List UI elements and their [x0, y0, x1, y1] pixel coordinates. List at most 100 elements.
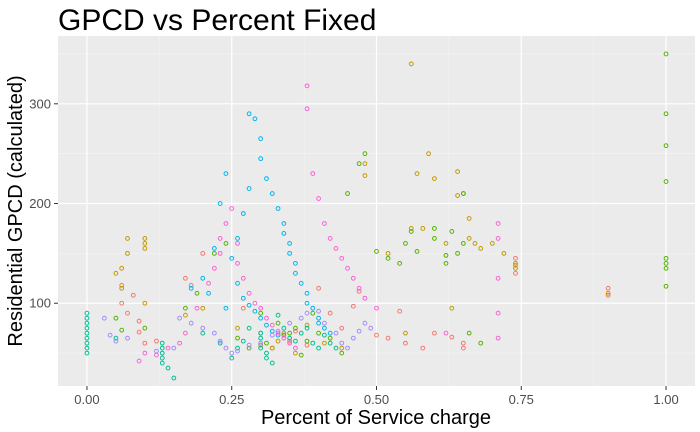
data-point	[356, 161, 362, 167]
data-point	[211, 250, 217, 256]
data-point	[211, 245, 217, 251]
data-point	[321, 320, 327, 326]
data-point	[293, 338, 298, 344]
data-point	[252, 300, 258, 306]
data-point	[229, 350, 235, 356]
data-point	[513, 262, 518, 268]
axes: 0.00 0.25 0.50 0.75 1.00 100 200 300	[29, 96, 678, 407]
data-point	[472, 241, 478, 246]
data-point	[84, 315, 90, 321]
data-point	[194, 305, 200, 311]
data-point	[339, 340, 345, 346]
data-point	[408, 229, 414, 234]
data-point	[362, 173, 368, 179]
data-point	[293, 350, 298, 356]
data-point	[269, 191, 275, 196]
data-point	[125, 236, 130, 241]
data-point	[495, 221, 501, 226]
data-point	[194, 290, 200, 296]
data-point	[246, 345, 252, 351]
data-point	[84, 335, 90, 341]
data-point	[460, 340, 466, 346]
data-point	[293, 260, 298, 266]
data-point	[414, 171, 420, 177]
data-point	[327, 340, 333, 346]
data-point	[113, 315, 119, 321]
data-point	[449, 334, 455, 340]
data-point	[223, 221, 229, 226]
data-point	[449, 305, 455, 311]
data-point	[171, 375, 177, 381]
data-point	[235, 348, 240, 354]
data-point	[275, 206, 281, 211]
data-point	[374, 332, 379, 338]
data-point	[304, 325, 310, 331]
data-point	[235, 345, 240, 351]
data-point	[304, 310, 310, 316]
data-point	[478, 245, 484, 251]
data-point	[443, 241, 449, 246]
data-point	[84, 310, 90, 316]
data-point	[513, 255, 518, 261]
data-point	[287, 338, 293, 344]
data-point	[362, 161, 368, 167]
data-point	[200, 330, 206, 336]
data-point	[420, 345, 426, 351]
data-point	[217, 338, 223, 344]
y-tick-label: 200	[29, 196, 51, 211]
data-point	[206, 280, 211, 286]
data-point	[432, 330, 437, 336]
data-point	[316, 345, 321, 351]
data-point	[136, 358, 142, 364]
x-axis-title: Percent of Service charge	[261, 407, 491, 429]
data-point	[310, 305, 316, 311]
x-tick-label: 0.50	[364, 392, 389, 407]
data-point	[264, 176, 269, 181]
data-point	[84, 340, 90, 346]
data-point	[663, 265, 669, 271]
data-point	[235, 335, 240, 341]
data-point	[350, 275, 356, 281]
data-point	[200, 250, 206, 256]
data-point	[84, 330, 90, 336]
data-point	[113, 338, 119, 344]
data-point	[385, 255, 391, 261]
data-point	[240, 305, 246, 311]
data-point	[605, 290, 611, 296]
data-point	[513, 265, 518, 271]
data-point	[339, 325, 345, 331]
data-point	[298, 330, 304, 336]
data-point	[327, 236, 333, 241]
data-point	[258, 136, 264, 142]
data-point	[119, 285, 125, 291]
data-point	[142, 236, 148, 241]
data-point	[304, 106, 310, 112]
data-point	[385, 335, 391, 341]
data-point	[281, 332, 287, 338]
data-point	[200, 325, 206, 331]
data-point	[142, 350, 148, 356]
data-point	[258, 305, 264, 311]
data-point	[119, 300, 125, 306]
data-point	[321, 325, 327, 331]
data-point	[258, 340, 264, 346]
data-point	[501, 250, 507, 256]
data-point	[252, 308, 258, 314]
data-point	[183, 275, 188, 281]
data-point	[321, 332, 327, 338]
data-point	[119, 265, 125, 271]
data-point	[455, 169, 460, 175]
data-point	[287, 320, 293, 326]
data-point	[258, 342, 264, 348]
data-point	[316, 285, 321, 291]
data-point	[356, 285, 362, 291]
data-point	[264, 322, 269, 328]
data-point	[605, 292, 611, 298]
data-point	[426, 151, 432, 157]
data-point	[339, 255, 345, 261]
data-point	[663, 111, 669, 117]
data-point	[246, 111, 252, 117]
data-point	[333, 345, 339, 351]
data-point	[211, 330, 217, 336]
data-point	[460, 191, 466, 196]
